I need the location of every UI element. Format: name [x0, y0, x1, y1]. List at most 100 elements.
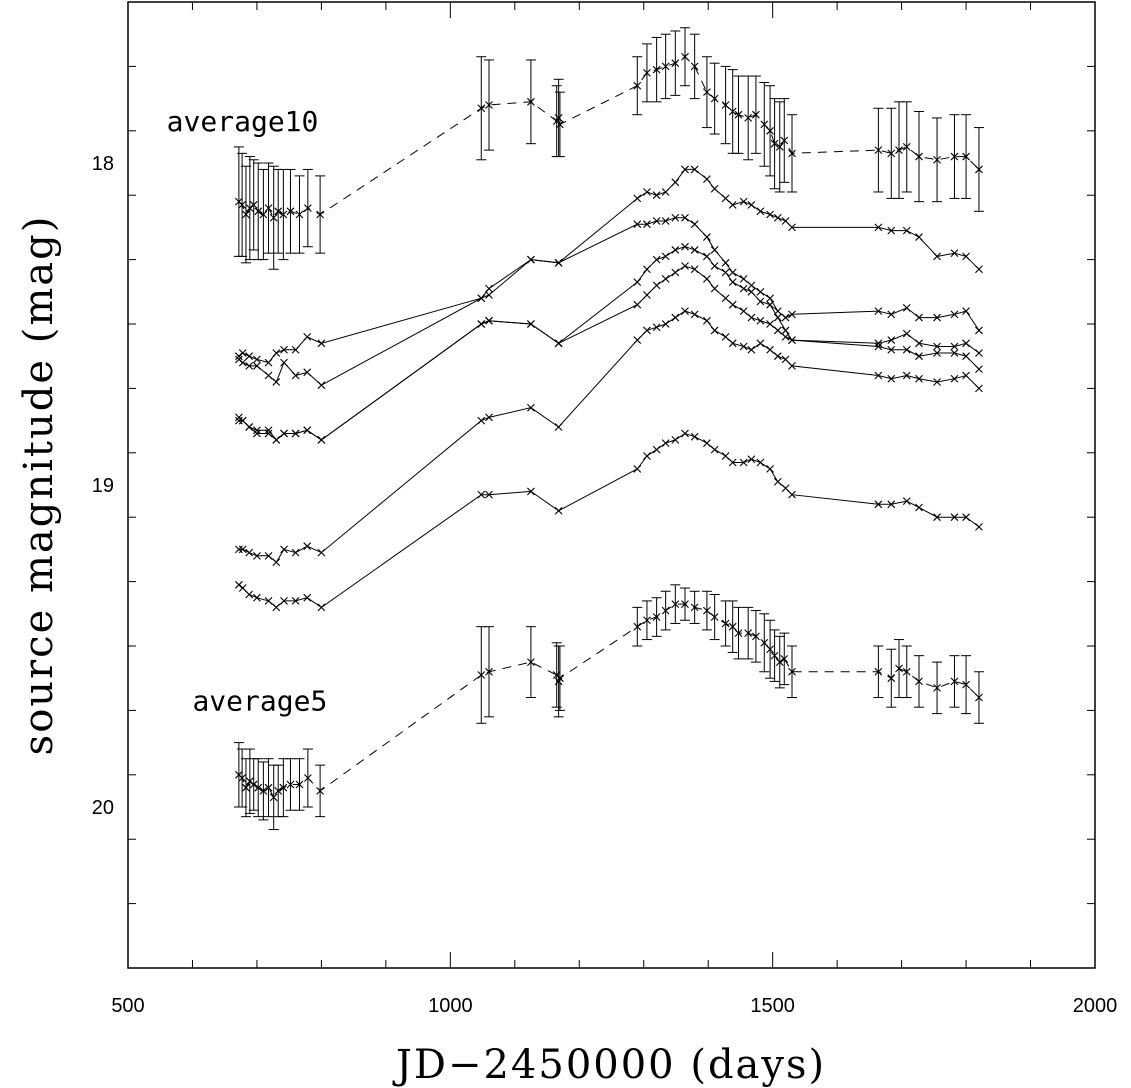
data-point — [245, 423, 254, 431]
data-point — [933, 252, 941, 261]
data-point — [690, 603, 699, 612]
data-point — [253, 551, 261, 560]
data-point — [744, 629, 753, 638]
data-point — [643, 452, 651, 460]
data-point — [477, 490, 486, 499]
data-point — [238, 545, 247, 554]
data-point — [690, 246, 699, 254]
data-point — [279, 210, 288, 219]
data-point — [773, 352, 782, 361]
data-point — [950, 310, 959, 319]
data-point — [238, 200, 246, 209]
data-point — [238, 358, 247, 367]
data-point — [477, 104, 486, 113]
data-point — [703, 439, 711, 448]
data-point — [643, 188, 651, 196]
data-point — [295, 210, 304, 219]
data-point — [643, 265, 651, 274]
data-point — [234, 416, 243, 425]
data-point — [962, 339, 970, 348]
data-point — [766, 465, 774, 473]
data-point — [728, 278, 737, 287]
data-point — [933, 155, 941, 164]
series-line — [238, 56, 980, 219]
data-point — [739, 307, 748, 316]
data-point — [788, 336, 796, 344]
data-point — [756, 297, 765, 306]
data-point — [975, 384, 983, 393]
data-point — [690, 62, 699, 71]
data-point — [303, 593, 312, 602]
data-point — [728, 268, 737, 277]
data-point — [760, 120, 769, 129]
data-point — [527, 658, 535, 666]
data-point — [902, 371, 911, 380]
data-point — [643, 291, 651, 299]
data-point — [788, 490, 796, 499]
data-point — [950, 677, 959, 686]
data-point — [527, 403, 535, 412]
data-point — [280, 545, 288, 554]
x-tick-label: 500 — [111, 995, 144, 1017]
data-point — [933, 683, 941, 692]
data-point — [671, 178, 680, 187]
data-point — [902, 143, 911, 151]
data-point — [703, 316, 711, 325]
data-point — [902, 345, 911, 354]
data-point — [710, 326, 719, 335]
data-point — [485, 667, 493, 676]
data-point — [633, 220, 642, 229]
x-axis-label: JD−2450000 (days) — [392, 1042, 826, 1088]
y-axis-label: source magnitude (mag) — [16, 215, 62, 756]
data-point — [728, 107, 737, 116]
annotation-label: average10 — [167, 105, 319, 138]
data-point — [975, 522, 983, 531]
data-point — [249, 200, 258, 209]
data-point — [739, 275, 748, 283]
data-point — [915, 677, 923, 686]
data-point — [902, 304, 911, 312]
data-point — [291, 548, 300, 557]
data-point — [303, 774, 312, 782]
data-point — [286, 780, 295, 789]
data-point — [710, 262, 719, 270]
data-point — [317, 436, 326, 444]
data-point — [874, 223, 883, 232]
data-point — [950, 249, 959, 258]
axis-tick-labels: 500 1000 1500 2000 18 19 20 — [92, 153, 1118, 1017]
series-3 — [234, 213, 983, 390]
data-point — [681, 307, 689, 316]
series-line — [238, 310, 980, 564]
data-point — [485, 284, 493, 293]
data-point — [915, 313, 923, 322]
data-point — [780, 136, 789, 145]
data-point — [661, 188, 670, 196]
data-point — [788, 149, 796, 158]
data-point — [245, 361, 254, 370]
series-7 — [234, 429, 983, 612]
annotation-label: average5 — [192, 684, 327, 717]
data-point — [950, 342, 959, 351]
data-point — [887, 226, 896, 235]
data-point — [681, 429, 689, 438]
data-point — [303, 368, 312, 377]
data-point — [703, 275, 711, 283]
data-point — [291, 429, 300, 438]
data-point — [527, 97, 535, 106]
data-point — [766, 300, 774, 309]
data-point — [781, 484, 790, 493]
data-point — [887, 345, 896, 354]
data-point — [264, 358, 273, 367]
data-point — [728, 200, 737, 209]
data-point — [962, 152, 970, 161]
data-point — [747, 281, 756, 290]
data-point — [477, 294, 486, 303]
data-point — [721, 452, 730, 460]
data-point — [756, 207, 765, 216]
data-point — [962, 680, 970, 689]
data-point — [253, 593, 261, 602]
data-point — [643, 326, 651, 335]
data-point — [895, 146, 903, 155]
data-point — [734, 629, 743, 638]
